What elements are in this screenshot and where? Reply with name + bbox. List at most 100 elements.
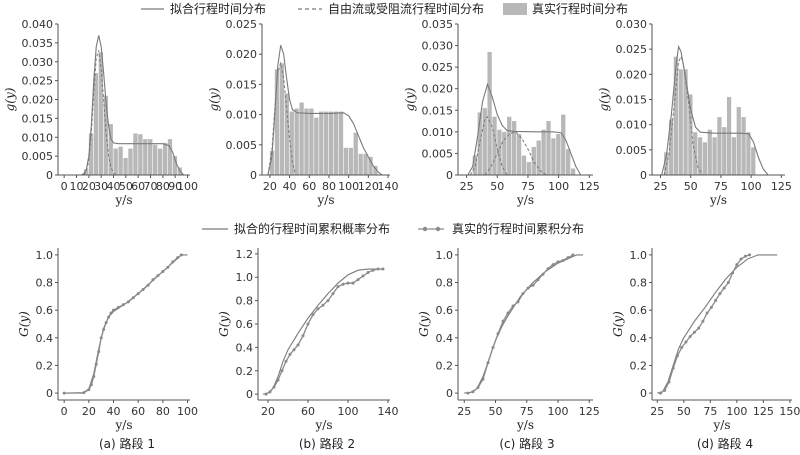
empirical-point — [288, 352, 292, 356]
x-tick-label: 125 — [579, 405, 600, 418]
x-tick-label: 140 — [378, 180, 399, 193]
empirical-point — [366, 271, 370, 275]
empirical-point — [748, 253, 752, 257]
histogram-bar — [128, 148, 133, 175]
x-tick-label: 50 — [119, 180, 133, 193]
x-tick-label: 100 — [338, 180, 359, 193]
empirical-point — [496, 332, 500, 336]
empirical-point — [176, 256, 180, 260]
histogram-bar — [368, 156, 373, 175]
legend-cdf-real-label: 真实的行程时间累积分布 — [452, 221, 584, 236]
histogram-bar — [531, 146, 536, 175]
empirical-point — [306, 322, 310, 326]
y-tick-label: 1.0 — [436, 249, 454, 262]
x-tick-label: 50 — [684, 180, 698, 193]
caption-b: (b) 路段 2 — [299, 436, 355, 451]
empirical-point — [284, 359, 288, 363]
histogram-bar — [328, 111, 334, 175]
empirical-point — [709, 305, 713, 309]
empirical-point — [136, 292, 140, 296]
y-tick-label: 0 — [640, 169, 647, 182]
x-tick-label: 75 — [703, 405, 717, 418]
y-tick-label: 0.6 — [36, 304, 54, 317]
histogram-bar — [138, 134, 143, 175]
y-tick-label: 0.2 — [236, 365, 254, 378]
x-tick-label: 50 — [677, 405, 691, 418]
histogram-bar — [673, 56, 678, 175]
empirical-point — [341, 282, 345, 286]
x-tick-label: 100 — [338, 405, 359, 418]
histogram-bar — [746, 132, 751, 175]
empirical-point — [658, 391, 662, 395]
histogram-bar — [152, 144, 158, 175]
y-tick-label: 0 — [640, 387, 647, 400]
empirical-point — [316, 307, 320, 311]
x-axis-label: y/s — [115, 193, 133, 207]
empirical-point — [141, 287, 145, 291]
histogram-bar — [526, 162, 532, 175]
x-tick-label: 140 — [378, 405, 399, 418]
empirical-point — [351, 281, 355, 285]
legend-top: 拟合行程时间分布 自由流或受阻流行程时间分布 真实行程时间分布 — [141, 1, 628, 16]
empirical-point — [92, 375, 96, 379]
x-tick-label: 70 — [144, 180, 158, 193]
y-tick-label: 1.0 — [236, 271, 254, 284]
histogram-bar — [113, 148, 118, 175]
y-tick-label: 0.035 — [422, 18, 454, 31]
x-tick-label: 80 — [156, 180, 170, 193]
histogram-bar — [358, 153, 363, 175]
y-tick-label: 0.040 — [22, 18, 54, 31]
histogram-bar — [98, 52, 104, 176]
histogram-bar — [502, 131, 507, 175]
histogram-bar — [707, 129, 712, 175]
histogram-bar — [162, 142, 168, 175]
x-tick-label: 40 — [283, 180, 297, 193]
empirical-point — [675, 354, 679, 358]
empirical-point — [97, 350, 101, 354]
empirical-point — [264, 392, 268, 396]
legend-real-label: 真实行程时间分布 — [532, 1, 628, 16]
histogram-bar — [167, 139, 173, 175]
x-tick-label: 60 — [131, 405, 145, 418]
empirical-point — [466, 391, 470, 395]
histogram-bar — [726, 96, 732, 175]
empirical-point — [486, 361, 490, 365]
legend-bottom: 拟合的行程时间累积概率分布 真实的行程时间累积分布 — [202, 221, 584, 236]
y-tick-label: 0.025 — [226, 18, 258, 31]
histogram-bar — [118, 146, 123, 175]
empirical-point — [179, 253, 183, 257]
y-tick-label: 0.010 — [616, 119, 648, 132]
empirical-point — [481, 377, 485, 381]
histogram-bar — [668, 119, 674, 175]
histogram-bar — [492, 116, 497, 175]
empirical-point — [705, 311, 709, 315]
y-tick-label: 0.005 — [422, 147, 454, 160]
y-axis-label: g(y) — [207, 87, 221, 111]
empirical-point — [735, 263, 739, 267]
x-tick-label: 0 — [61, 405, 68, 418]
empirical-point — [476, 386, 480, 390]
y-tick-label: 0 — [446, 387, 453, 400]
y-tick-label: 0.2 — [36, 359, 54, 372]
y-axis-label: g(y) — [403, 87, 417, 111]
histogram-bar — [269, 150, 275, 175]
empirical-point — [116, 305, 120, 309]
empirical-point — [166, 265, 170, 269]
y-tick-label: 0.8 — [436, 277, 454, 290]
histogram-bar — [683, 69, 688, 175]
empirical-point — [121, 303, 125, 307]
y-tick-label: 0.4 — [436, 332, 454, 345]
histogram-bar — [712, 137, 717, 175]
empirical-point — [501, 319, 505, 323]
empirical-point — [371, 268, 375, 272]
y-tick-label: 0.010 — [22, 131, 54, 144]
fitted-curve — [262, 268, 383, 395]
histogram-bar — [664, 152, 669, 175]
empirical-point — [714, 299, 718, 303]
x-tick-label: 90 — [168, 180, 182, 193]
x-tick-label: 125 — [771, 180, 792, 193]
histogram-bar — [731, 137, 737, 175]
histogram-bar — [546, 121, 551, 175]
free-flow-curve — [469, 115, 508, 176]
